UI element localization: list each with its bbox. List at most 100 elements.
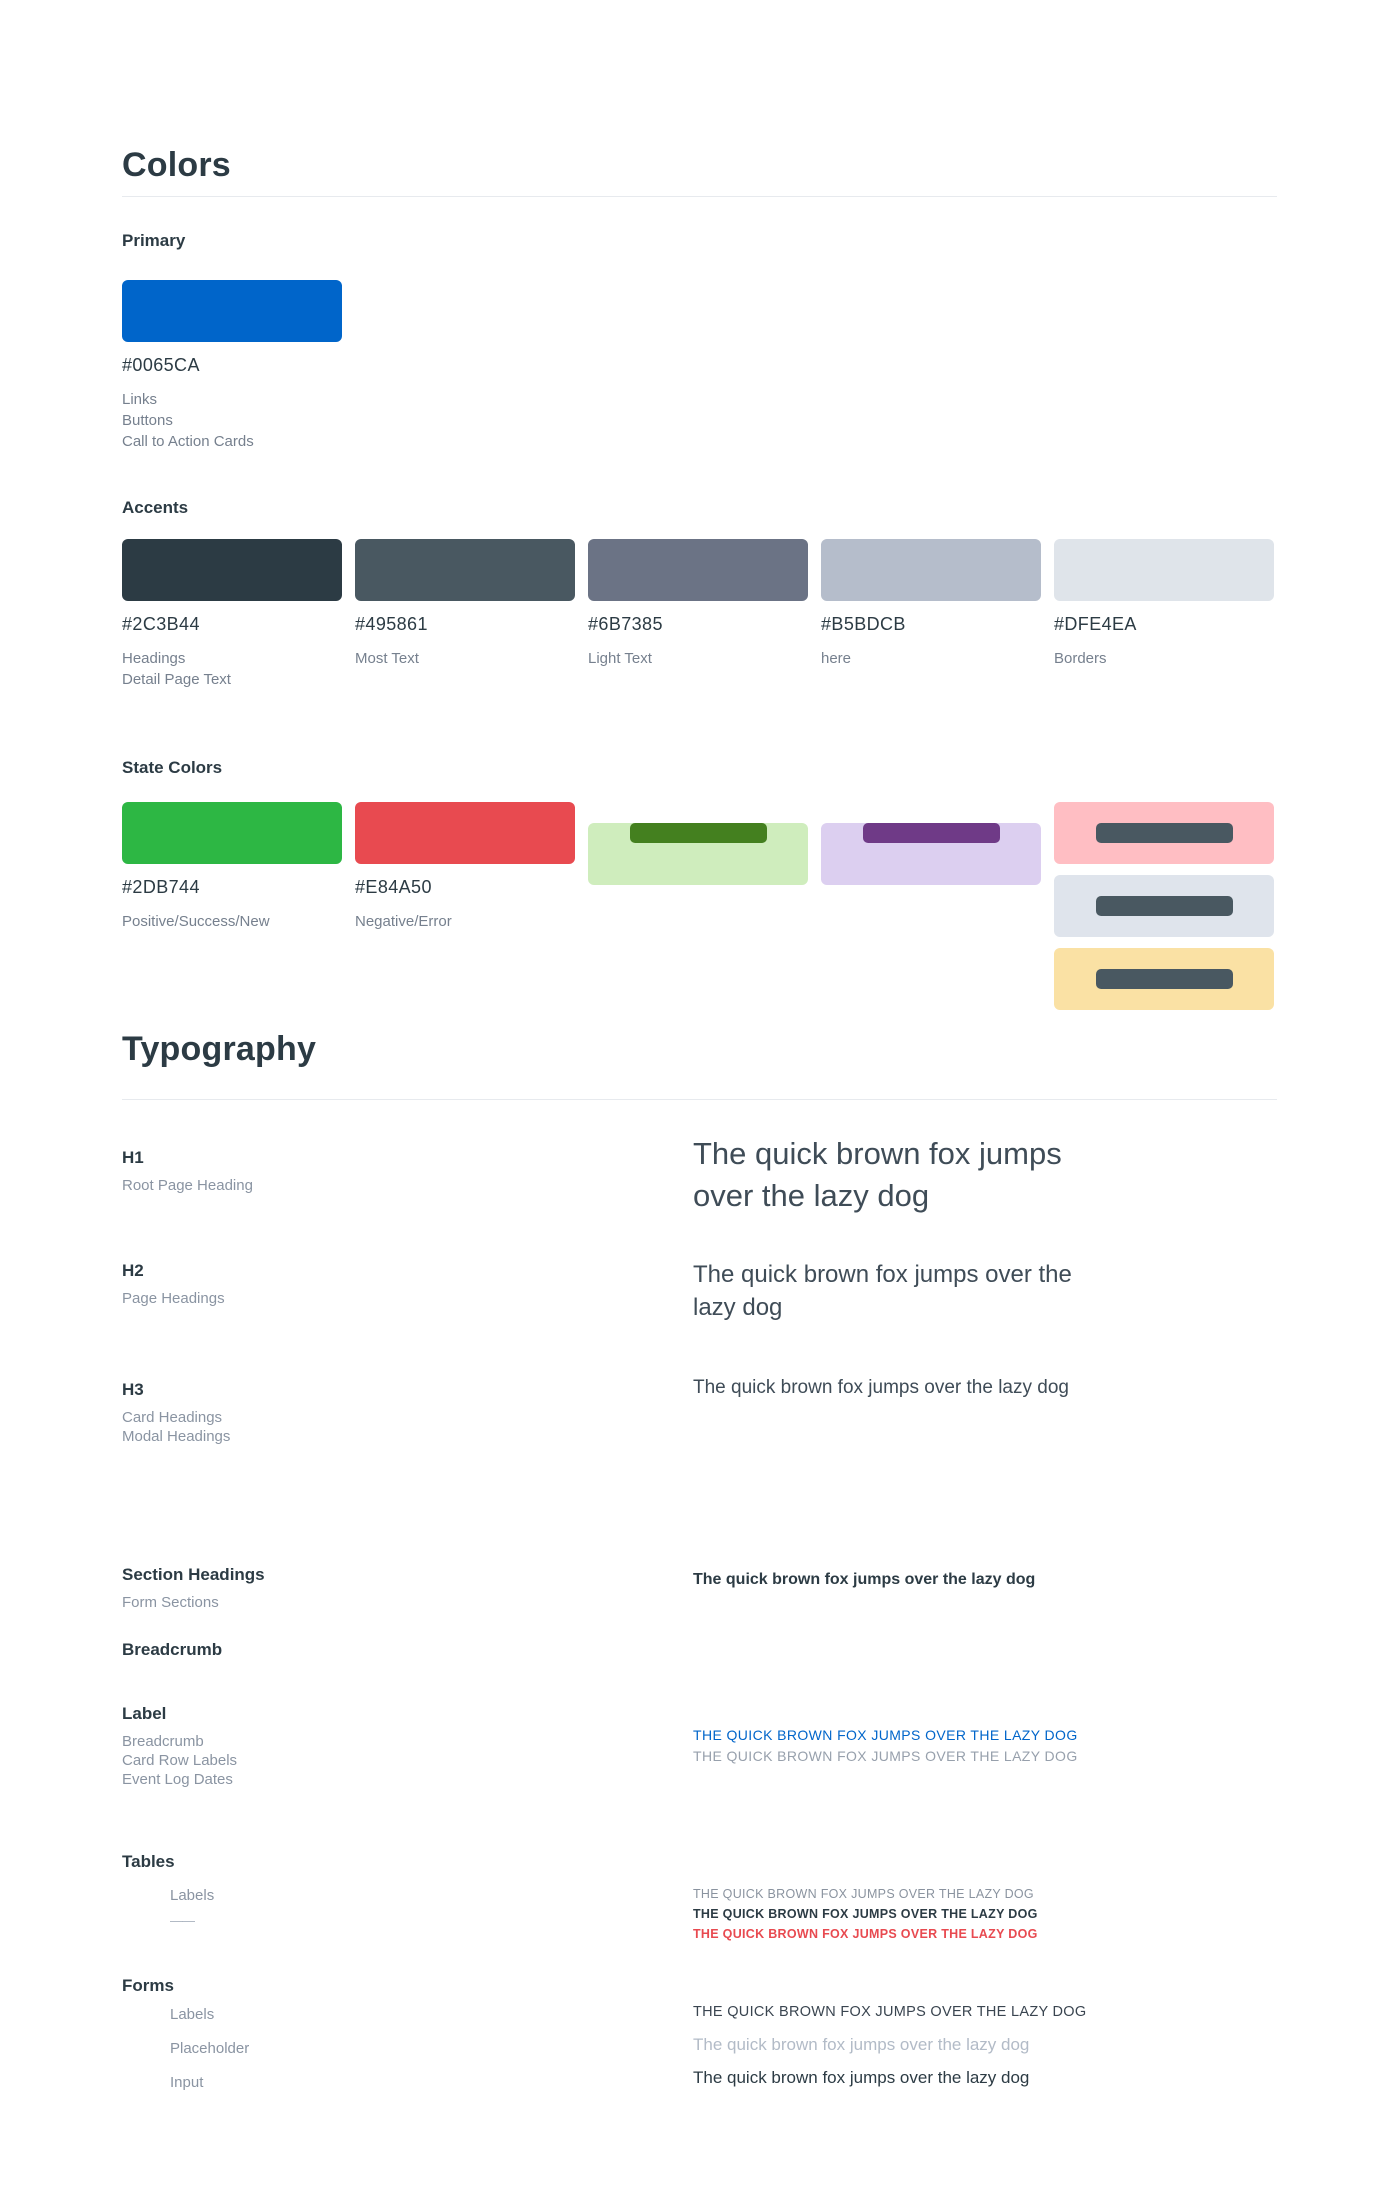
breadcrumb-meta: Breadcrumb [122,1639,693,1661]
tables-muted-sample-text: THE QUICK BROWN FOX JUMPS OVER THE LAZY … [693,1887,1034,1901]
swatch-primary: #0065CA Links Buttons Call to Action Car… [122,280,342,452]
section-headings-sample-text: The quick brown fox jumps over the lazy … [693,1571,1036,1588]
label-sublabel: Breadcrumb Card Row Labels Event Log Dat… [122,1733,238,1788]
typography-divider [122,1099,1277,1100]
h2-sample-text: The quick brown fox jumps over the lazy … [693,1261,1072,1321]
type-row-label: Label Breadcrumb Card Row Labels Event L… [122,1703,1277,1789]
forms-sublabel-input: Input [170,2074,204,2091]
yellow-badge-swatch [1054,948,1274,1010]
colors-divider [122,196,1277,197]
purple-badge-swatch [821,823,1041,885]
type-row-tables: Tables Labels —— THE QUICK BROWN FOX JUM… [122,1851,1277,1944]
h3-label: H3 [122,1380,144,1399]
accents-swatch-row: #2C3B44 Headings Detail Page Text #49586… [122,539,1277,690]
breadcrumb-label: Breadcrumb [122,1640,223,1659]
accent-usage-label: Headings Detail Page Text [122,650,231,688]
state-colors-group-label: State Colors [122,758,223,777]
accent-color-swatch [821,539,1041,601]
primary-color-group: Primary #0065CA Links Buttons Call to Ac… [122,230,1277,452]
h1-label: H1 [122,1148,144,1167]
swatch-badge-green [588,802,808,885]
section-headings-label: Section Headings [122,1565,265,1584]
label-meta: Label Breadcrumb Card Row Labels Event L… [122,1703,693,1789]
danger-color-swatch [355,802,575,864]
primary-swatch-row: #0065CA Links Buttons Call to Action Car… [122,280,1277,452]
h2-label: H2 [122,1261,144,1280]
tables-dash: —— [170,1913,195,1928]
danger-usage-label: Negative/Error [355,913,452,930]
type-row-breadcrumb: Breadcrumb [122,1639,1277,1661]
colors-section: Colors Primary #0065CA Links Buttons Cal… [122,145,1277,1010]
danger-hex-label: #E84A50 [355,877,432,897]
accent-hex-label: #6B7385 [588,614,663,634]
gray-status-pill [1095,896,1233,916]
accent-hex-label: #495861 [355,614,428,634]
swatch-accent-5: #DFE4EA Borders [1054,539,1274,669]
typography-section-title: Typography [122,1030,317,1068]
accents-group-label: Accents [122,498,189,517]
state-colors-group: State Colors #2DB744 Positive/Success/Ne… [122,757,1277,1010]
swatch-accent-3: #6B7385 Light Text [588,539,808,669]
primary-color-swatch [122,280,342,342]
swatch-accent-4: #B5BDCB here [821,539,1041,669]
h1-sample-text: The quick brown fox jumps over the lazy … [693,1136,1062,1213]
h1-meta: H1 Root Page Heading [122,1133,693,1195]
h2-sublabel: Page Headings [122,1290,225,1307]
accent-color-swatch [588,539,808,601]
forms-sublabel-placeholder: Placeholder [170,2040,250,2057]
h3-meta: H3 Card Headings Modal Headings [122,1375,693,1446]
swatch-badge-stack [1054,802,1274,1010]
type-row-h2: H2 Page Headings The quick brown fox jum… [122,1258,1277,1324]
type-row-h1: H1 Root Page Heading The quick brown fox… [122,1133,1277,1217]
green-status-pill [629,823,767,843]
accent-usage-label: here [821,650,852,667]
swatch-badge-purple [821,802,1041,885]
label-muted-sample-text: THE QUICK BROWN FOX JUMPS OVER THE LAZY … [693,1748,1078,1764]
accent-hex-label: #2C3B44 [122,614,200,634]
swatch-accent-1: #2C3B44 Headings Detail Page Text [122,539,342,690]
forms-meta: Forms Labels Placeholder Input [122,1975,693,2092]
state-swatch-row: #2DB744 Positive/Success/New #E84A50 Neg… [122,802,1277,1010]
type-row-h3: H3 Card Headings Modal Headings The quic… [122,1375,1277,1446]
accent-color-swatch [122,539,342,601]
tables-strong-sample-text: THE QUICK BROWN FOX JUMPS OVER THE LAZY … [693,1907,1038,1921]
primary-group-label: Primary [122,231,186,250]
forms-label-sample-text: THE QUICK BROWN FOX JUMPS OVER THE LAZY … [693,2004,1087,2020]
typography-section: Typography H1 Root Page Heading The quic… [122,1029,1277,2092]
accent-usage-label: Light Text [588,650,652,667]
forms-placeholder-sample-text: The quick brown fox jumps over the lazy … [693,2035,1030,2054]
h3-sublabel: Card Headings Modal Headings [122,1409,231,1445]
gray-badge-swatch [1054,875,1274,937]
accents-color-group: Accents #2C3B44 Headings Detail Page Tex… [122,497,1277,690]
type-row-forms: Forms Labels Placeholder Input THE QUICK… [122,1975,1277,2092]
forms-input-sample-text: The quick brown fox jumps over the lazy … [693,2068,1030,2087]
accent-usage-label: Borders [1054,650,1107,667]
h2-meta: H2 Page Headings [122,1258,693,1308]
swatch-accent-2: #495861 Most Text [355,539,575,669]
section-headings-meta: Section Headings Form Sections [122,1564,693,1612]
accent-hex-label: #DFE4EA [1054,614,1137,634]
primary-hex-label: #0065CA [122,355,200,375]
tables-sublabel: Labels [170,1887,215,1904]
tables-meta: Tables Labels —— [122,1851,693,1928]
accent-color-swatch [1054,539,1274,601]
forms-label: Forms [122,1976,174,1995]
h3-sample-text: The quick brown fox jumps over the lazy … [693,1377,1069,1398]
purple-status-pill [862,823,1000,843]
accent-hex-label: #B5BDCB [821,614,906,634]
type-row-section-headings: Section Headings Form Sections The quick… [122,1564,1277,1612]
success-color-swatch [122,802,342,864]
pink-badge-swatch [1054,802,1274,864]
pink-status-pill [1095,823,1233,843]
success-hex-label: #2DB744 [122,877,200,897]
primary-usage-label: Links Buttons Call to Action Cards [122,391,254,450]
yellow-status-pill [1095,969,1233,989]
accent-color-swatch [355,539,575,601]
label-label: Label [122,1704,167,1723]
label-link-sample-text: THE QUICK BROWN FOX JUMPS OVER THE LAZY … [693,1727,1078,1743]
success-usage-label: Positive/Success/New [122,913,270,930]
colors-section-title: Colors [122,146,231,184]
green-badge-swatch [588,823,808,885]
accent-usage-label: Most Text [355,650,419,667]
section-headings-sublabel: Form Sections [122,1594,219,1611]
